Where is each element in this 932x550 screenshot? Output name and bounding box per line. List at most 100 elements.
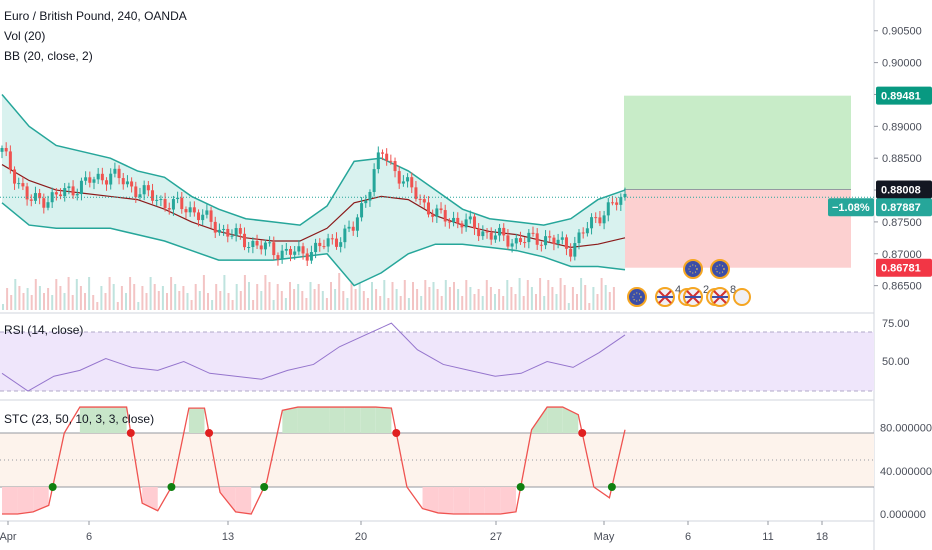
volume-bar: [461, 296, 464, 310]
candle-body: [556, 239, 560, 244]
candle-body: [38, 193, 42, 199]
volume-bar: [194, 284, 197, 310]
volume-bar: [38, 286, 41, 310]
rsi-indicator-label[interactable]: RSI (14, close): [4, 323, 84, 337]
volume-bar: [485, 280, 488, 310]
candle-body: [447, 221, 451, 223]
candle-body: [523, 242, 527, 244]
volume-bar: [6, 288, 9, 310]
volume-bar: [330, 282, 332, 310]
candle-body: [456, 217, 460, 224]
candle-body: [506, 235, 510, 247]
volume-bar: [551, 287, 554, 310]
candle-body: [117, 168, 121, 179]
volume-bar: [59, 286, 62, 310]
time-tick-label: 20: [355, 531, 367, 543]
candle-body: [305, 253, 309, 261]
volume-bar: [88, 277, 91, 310]
candle-body: [581, 232, 585, 234]
candle-body: [280, 250, 284, 260]
volume-bar: [252, 300, 255, 310]
rsi-band: [0, 332, 874, 391]
target-price-badge: 0.89481: [881, 91, 921, 103]
candle-body: [372, 169, 376, 192]
volume-bar: [350, 282, 353, 310]
candle-body: [96, 173, 100, 180]
current-change-badge: −1.08%: [832, 202, 870, 214]
event-marker-eu-flag-icon[interactable]: [627, 287, 647, 307]
candle-body: [443, 210, 447, 222]
candle-body: [364, 200, 368, 204]
candle-body: [535, 233, 539, 245]
candle-body: [418, 198, 422, 200]
candle-body: [255, 240, 259, 246]
event-marker-uk-flag-icon[interactable]: [655, 287, 675, 307]
stc-oversold-fill: [438, 487, 454, 514]
candle-body: [67, 186, 71, 189]
volume-bar: [436, 289, 439, 310]
candle-body: [431, 214, 435, 217]
volume-bar: [239, 291, 242, 310]
candle-body: [606, 202, 610, 216]
candle-body: [389, 160, 393, 162]
candle-body: [360, 203, 364, 218]
candle-body: [75, 194, 79, 196]
event-marker-uk-flag-icon[interactable]: [683, 287, 703, 307]
time-tick-label: Apr: [0, 531, 17, 543]
volume-bar: [256, 284, 259, 310]
stop-price-badge: 0.86781: [881, 263, 921, 275]
volume-bar: [47, 288, 50, 310]
candle-body: [25, 186, 29, 200]
candle-body: [380, 152, 384, 154]
candle-body: [46, 202, 50, 208]
candle-body: [205, 210, 209, 215]
volume-bar: [432, 282, 435, 310]
candle-body: [401, 181, 405, 184]
volume-bar: [403, 280, 406, 310]
volume-bar: [576, 294, 578, 310]
volume-bar: [297, 284, 300, 310]
candle-body: [564, 237, 568, 249]
stop-zone: [624, 189, 851, 268]
entry-price-badge-background: [876, 180, 932, 199]
candle-body: [259, 245, 263, 250]
volume-indicator-label[interactable]: Vol (20): [4, 29, 46, 43]
candle-body: [217, 229, 221, 233]
volume-bar: [543, 296, 546, 310]
stc-overbought-fill: [329, 407, 345, 433]
bollinger-bands-label[interactable]: BB (20, close, 2): [4, 49, 93, 63]
volume-bar: [354, 289, 357, 310]
volume-bar: [481, 296, 484, 310]
volume-bar: [84, 293, 86, 310]
volume-bar: [358, 273, 361, 310]
volume-bar: [375, 289, 378, 310]
volume-bar: [2, 304, 4, 310]
event-marker-stack: [733, 288, 751, 306]
volume-bar: [567, 303, 570, 310]
volume-bar: [289, 282, 291, 310]
candle-body: [552, 237, 556, 244]
stc-buy-dot: [516, 483, 525, 491]
event-marker-eu-flag-icon[interactable]: [683, 259, 703, 279]
current-price-badge-background: [876, 198, 932, 217]
candle-body: [33, 193, 37, 201]
stc-sell-dot: [578, 429, 587, 437]
candle-body: [397, 171, 401, 184]
volume-bar: [231, 300, 234, 310]
event-marker-eu-flag-icon[interactable]: [710, 259, 730, 279]
volume-bar: [223, 275, 226, 310]
candle-body: [531, 232, 535, 234]
volume-bar: [79, 286, 82, 310]
stc-sell-dot: [126, 429, 135, 437]
candle-body: [188, 207, 192, 213]
stc-indicator-label[interactable]: STC (23, 50, 10, 3, 3, close): [4, 412, 155, 426]
volume-bar: [149, 277, 152, 310]
stc-sell-dot: [392, 429, 401, 437]
volume-bar: [498, 289, 501, 310]
event-marker-uk-flag-icon[interactable]: [710, 287, 730, 307]
volume-bar: [129, 277, 132, 310]
volume-bar: [346, 298, 349, 310]
candle-body: [146, 185, 150, 191]
candle-body: [573, 243, 577, 257]
volume-bar: [588, 303, 591, 310]
